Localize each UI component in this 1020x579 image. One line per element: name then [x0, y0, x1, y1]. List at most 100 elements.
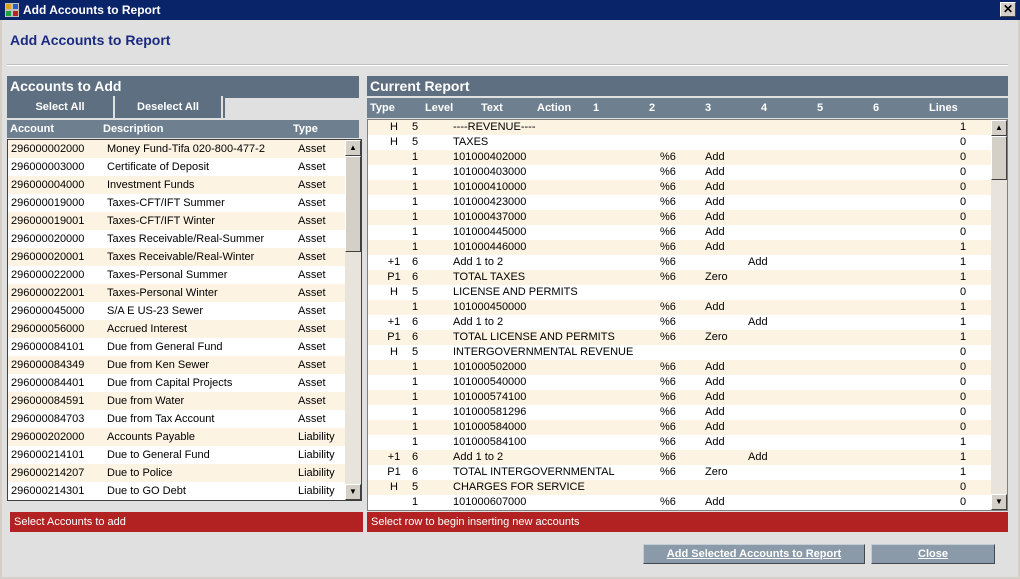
- report-row[interactable]: +1 6 Add 1 to 2 %6 Add 1: [368, 450, 991, 465]
- button-bar-filler: [225, 96, 359, 118]
- account-row[interactable]: 296000022000 Taxes-Personal Summer Asset: [8, 266, 345, 284]
- account-row[interactable]: 296000045000 S/A E US-23 Sewer Asset: [8, 302, 345, 320]
- report-row[interactable]: 1 101000403000 %6 Add 0: [368, 165, 991, 180]
- row-lines: 1: [960, 316, 967, 328]
- account-row[interactable]: 296000084349 Due from Ken Sewer Asset: [8, 356, 345, 374]
- report-row[interactable]: 1 101000584100 %6 Add 1: [368, 435, 991, 450]
- report-row[interactable]: 1 101000584000 %6 Add 0: [368, 420, 991, 435]
- account-number: 296000003000: [11, 161, 85, 173]
- report-row[interactable]: 1 101000450000 %6 Add 1: [368, 300, 991, 315]
- scroll-down-icon: ▼: [995, 497, 1003, 506]
- account-row[interactable]: 296000020000 Taxes Receivable/Real-Summer…: [8, 230, 345, 248]
- row-level: 5: [412, 136, 419, 148]
- account-row[interactable]: 296000022001 Taxes-Personal Winter Asset: [8, 284, 345, 302]
- account-description: Certificate of Deposit: [107, 161, 210, 173]
- report-row[interactable]: +1 6 Add 1 to 2 %6 Add 1: [368, 315, 991, 330]
- report-row[interactable]: 1 101000445000 %6 Add 0: [368, 225, 991, 240]
- row-text: TOTAL LICENSE AND PERMITS: [453, 331, 615, 343]
- account-description: Taxes Receivable/Real-Summer: [107, 233, 265, 245]
- report-grid[interactable]: H 5 ----REVENUE---- 1 H 5 TAXES 0 1 101000402000%…: [367, 119, 1008, 511]
- row-col-3: Add: [705, 361, 725, 373]
- row-lines: 1: [960, 241, 967, 253]
- col-2: 2: [649, 102, 656, 114]
- report-row[interactable]: 1 101000402000 %6 Add 0: [368, 150, 991, 165]
- account-row[interactable]: 296000084401 Due from Capital Projects Ass…: [8, 374, 345, 392]
- account-row[interactable]: 296000004000 Investment Funds Asset: [8, 176, 345, 194]
- scroll-down-button[interactable]: ▼: [991, 494, 1007, 510]
- scroll-down-icon: ▼: [349, 487, 357, 496]
- report-row[interactable]: H 5 ----REVENUE---- 1: [368, 120, 991, 135]
- scroll-thumb[interactable]: [991, 136, 1007, 180]
- report-row[interactable]: 1 101000502000 %6 Add 0: [368, 360, 991, 375]
- account-row[interactable]: 296000202000 Accounts Payable Liability: [8, 428, 345, 446]
- report-row[interactable]: H 5 CHARGES FOR SERVICE 0: [368, 480, 991, 495]
- report-row[interactable]: 1 101000607000 %6 Add 0: [368, 495, 991, 510]
- report-row[interactable]: 1 101000437000 %6 Add 0: [368, 210, 991, 225]
- app-icon: [5, 3, 19, 17]
- accounts-scrollbar[interactable]: ▲ ▼: [345, 140, 361, 500]
- scroll-thumb[interactable]: [345, 156, 361, 252]
- deselect-all-button[interactable]: Deselect All: [115, 96, 223, 118]
- scroll-down-button[interactable]: ▼: [345, 484, 361, 500]
- select-all-button[interactable]: Select All: [7, 96, 115, 118]
- report-row[interactable]: P1 6 TOTAL TAXES %6 Zero 1: [368, 270, 991, 285]
- scroll-up-button[interactable]: ▲: [991, 120, 1007, 136]
- report-row[interactable]: 1 101000581296 %6 Add 0: [368, 405, 991, 420]
- account-row[interactable]: 296000214101 Due to General Fund Liability: [8, 446, 345, 464]
- row-text: 101000450000: [453, 301, 527, 313]
- col-1: 1: [593, 102, 600, 114]
- account-type: Asset: [298, 197, 326, 209]
- account-description: Due from Tax Account: [107, 413, 215, 425]
- row-type: +1: [387, 316, 401, 328]
- account-row[interactable]: 296000084101 Due from General Fund Asset: [8, 338, 345, 356]
- header-divider: [7, 64, 1008, 66]
- account-row[interactable]: 296000020001 Taxes Receivable/Real-Winter…: [8, 248, 345, 266]
- account-row[interactable]: 296000084591 Due from Water Asset: [8, 392, 345, 410]
- col-account: Account: [10, 123, 54, 135]
- account-row[interactable]: 296000084703 Due from Tax Account Asset: [8, 410, 345, 428]
- row-level: 1: [412, 211, 419, 223]
- account-row[interactable]: 296000019001 Taxes-CFT/IFT Winter Asset: [8, 212, 345, 230]
- row-text: Add 1 to 2: [453, 256, 504, 268]
- row-action: %6: [660, 496, 676, 508]
- row-level: 1: [412, 436, 419, 448]
- report-row[interactable]: 1 101000410000 %6 Add 0: [368, 180, 991, 195]
- report-row[interactable]: P1 6 TOTAL LICENSE AND PERMITS %6 Zero 1: [368, 330, 991, 345]
- row-action: %6: [660, 166, 676, 178]
- account-row[interactable]: 296000019000 Taxes-CFT/IFT Summer Asset: [8, 194, 345, 212]
- scroll-up-button[interactable]: ▲: [345, 140, 361, 156]
- row-level: 6: [412, 451, 419, 463]
- account-row[interactable]: 296000003000 Certificate of Deposit Asset: [8, 158, 345, 176]
- report-row[interactable]: H 5 INTERGOVERNMENTAL REVENUE 0: [368, 345, 991, 360]
- row-col-3: Add: [705, 211, 725, 223]
- report-row[interactable]: H 5 LICENSE AND PERMITS 0: [368, 285, 991, 300]
- row-level: 1: [412, 181, 419, 193]
- account-row[interactable]: 296000002000 Money Fund-Tifa 020-800-477-…: [8, 140, 345, 158]
- add-selected-accounts-button[interactable]: Add Selected Accounts to Report: [643, 544, 865, 564]
- account-row[interactable]: 296000056000 Accrued Interest Asset: [8, 320, 345, 338]
- row-lines: 0: [960, 361, 967, 373]
- row-col-3: Add: [705, 376, 725, 388]
- account-row[interactable]: 296000214301 Due to GO Debt Liability: [8, 482, 345, 500]
- accounts-status-bar: Select Accounts to add: [10, 512, 363, 532]
- row-lines: 0: [960, 346, 967, 358]
- report-row[interactable]: 1 101000423000 %6 Add 0: [368, 195, 991, 210]
- report-row[interactable]: 1 101000574100 %6 Add 0: [368, 390, 991, 405]
- report-scrollbar[interactable]: ▲ ▼: [991, 120, 1007, 510]
- report-row[interactable]: +1 6 Add 1 to 2 %6 Add 1: [368, 255, 991, 270]
- account-description: Taxes Receivable/Real-Winter: [107, 251, 255, 263]
- report-row[interactable]: 1 101000540000 %6 Add 0: [368, 375, 991, 390]
- accounts-grid[interactable]: 296000002000 Money Fund-Tifa 020-800-477-…: [7, 139, 362, 501]
- row-level: 1: [412, 226, 419, 238]
- row-level: 6: [412, 331, 419, 343]
- window-close-button[interactable]: ✕: [1000, 2, 1016, 17]
- report-row[interactable]: H 5 TAXES 0: [368, 135, 991, 150]
- row-type: P1: [387, 466, 401, 478]
- report-row[interactable]: P1 6 TOTAL INTERGOVERNMENTAL %6 Zero 1: [368, 465, 991, 480]
- account-type: Asset: [298, 341, 326, 353]
- report-row[interactable]: 1 101000446000 %6 Add 1: [368, 240, 991, 255]
- account-type: Liability: [298, 467, 335, 479]
- account-row[interactable]: 296000214207 Due to Police Liability: [8, 464, 345, 482]
- row-level: 1: [412, 496, 419, 508]
- close-button[interactable]: Close: [871, 544, 995, 564]
